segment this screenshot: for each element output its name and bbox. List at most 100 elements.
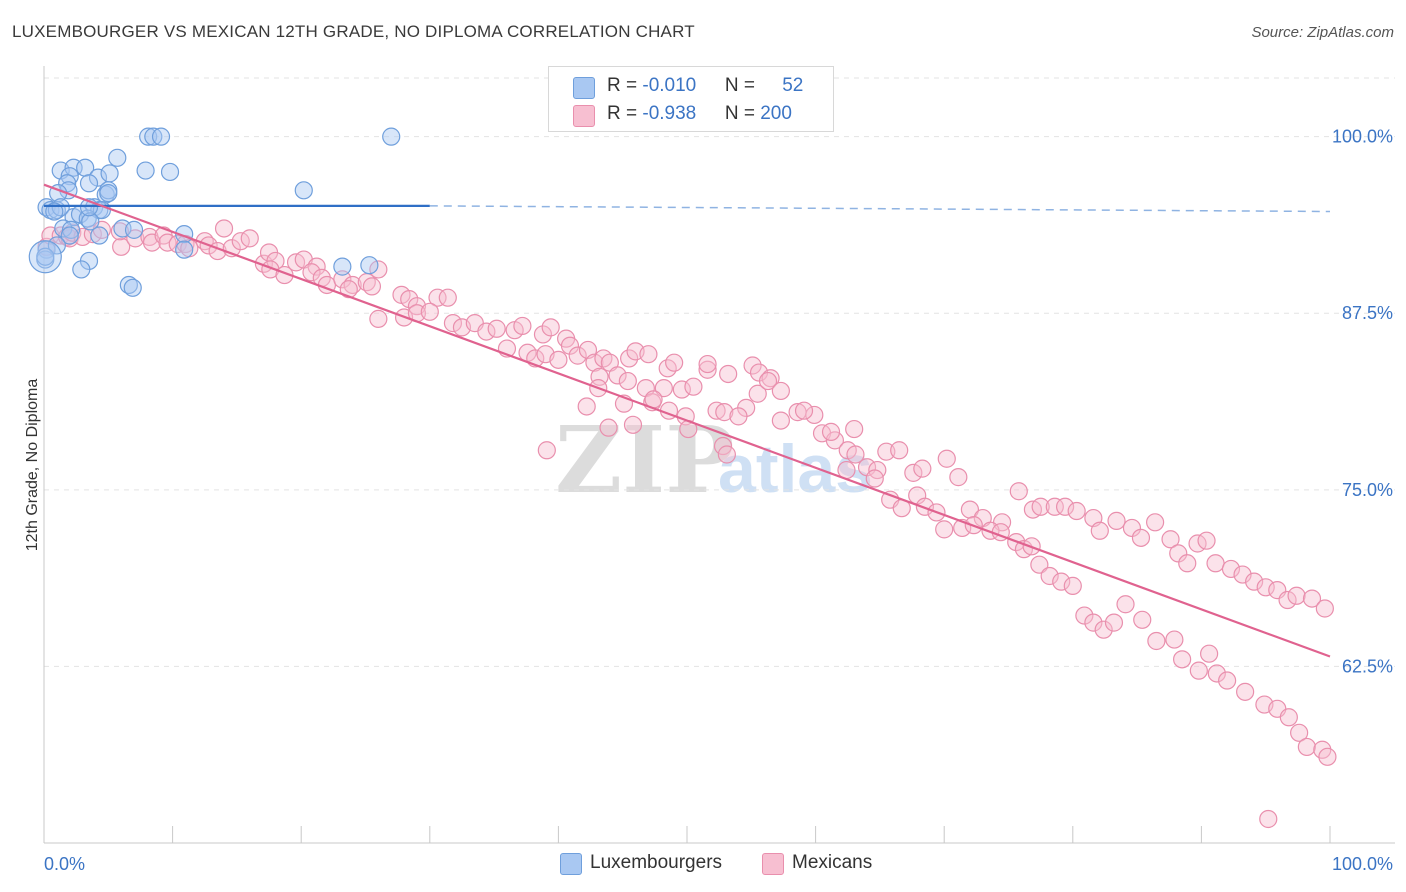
data-point-mexicans [142, 233, 162, 252]
data-point-mexicans [1104, 613, 1124, 632]
data-point-mexicans [428, 288, 447, 307]
data-point-mexicans [1233, 565, 1252, 584]
data-point-mexicans [805, 405, 824, 425]
data-point-mexicans [1094, 620, 1113, 639]
data-point-mexicans [339, 280, 358, 299]
data-point-mexicans [1031, 497, 1050, 516]
data-point-mexicans [577, 397, 596, 416]
data-point-mexicans [904, 463, 923, 482]
x-tick-label: 100.0% [1332, 854, 1393, 874]
legend-r-value: -0.938 [642, 103, 697, 124]
data-point-mexicans [1009, 482, 1028, 501]
data-point-mexicans [845, 419, 864, 439]
y-axis-label: 12th Grade, No Diploma [24, 378, 41, 552]
data-point-mexicans [684, 377, 703, 396]
data-point-mexicans [1131, 528, 1151, 547]
data-point-mexicans [1055, 497, 1075, 516]
data-point-mexicans [112, 237, 131, 256]
trend-line-luxembourgers-dashed [429, 205, 1331, 213]
data-point-mexicans [110, 222, 129, 241]
data-point-mexicans [707, 401, 726, 420]
data-point-mexicans [1256, 578, 1275, 597]
data-point-luxembourgers [294, 181, 313, 200]
data-point-mexicans [937, 449, 956, 468]
data-point-luxembourgers [58, 174, 77, 193]
data-point-mexicans [1067, 501, 1086, 521]
data-point-mexicans [487, 319, 506, 338]
data-point-mexicans [1063, 576, 1082, 595]
data-point-mexicans [585, 353, 604, 372]
watermark-atlas: atlas [718, 431, 873, 507]
data-point-luxembourgers [61, 220, 81, 239]
data-point-mexicans [560, 336, 580, 355]
data-point-mexicans [1236, 682, 1255, 701]
data-point-mexicans [513, 316, 532, 336]
data-point-mexicans [698, 360, 717, 379]
data-point-mexicans [846, 445, 865, 464]
data-point-mexicans [608, 366, 627, 385]
data-point-luxembourgers [144, 127, 163, 146]
y-axis-label-container: 12th Grade, No Diploma [18, 350, 48, 580]
data-point-mexicans [1161, 530, 1180, 549]
data-point-mexicans [477, 322, 496, 341]
data-point-luxembourgers [108, 148, 127, 167]
data-point-mexicans [302, 263, 321, 282]
data-point-mexicans [1259, 809, 1278, 829]
data-point-mexicans [533, 325, 553, 344]
data-point-mexicans [1315, 599, 1334, 618]
data-point-mexicans [821, 422, 841, 441]
data-point-mexicans [443, 314, 463, 333]
data-point-mexicans [771, 381, 790, 401]
data-point-mexicans [1200, 644, 1219, 663]
data-point-mexicans [400, 290, 419, 309]
data-point-mexicans [719, 364, 738, 384]
data-point-mexicans [1169, 544, 1188, 563]
data-point-mexicans [214, 219, 234, 238]
data-point-luxembourgers [99, 184, 118, 203]
data-point-mexicans [758, 371, 778, 391]
data-point-luxembourgers [124, 220, 144, 239]
data-point-mexicans [890, 441, 909, 460]
data-point-mexicans [1122, 518, 1142, 538]
legend-n-label: N = [724, 103, 761, 124]
data-point-mexicans [654, 379, 673, 398]
y-tick-label: 100.0% [1332, 127, 1393, 147]
data-point-mexicans [1206, 554, 1225, 573]
legend-swatch-pink [573, 105, 595, 127]
data-point-mexicans [1052, 572, 1071, 591]
data-point-luxembourgers [81, 212, 100, 231]
data-point-mexicans [1030, 555, 1049, 574]
data-point-mexicans [1090, 521, 1109, 540]
data-point-mexicans [240, 229, 259, 248]
bottom-legend-swatch-blue [560, 853, 582, 875]
data-point-luxembourgers [333, 257, 352, 276]
data-point-luxembourgers [113, 219, 132, 238]
data-point-mexicans [1279, 708, 1298, 727]
data-point-mexicans [865, 469, 884, 488]
data-point-mexicans [620, 349, 639, 368]
legend-n-value: 52 [782, 75, 804, 96]
data-point-luxembourgers [151, 127, 171, 146]
data-point-luxembourgers [60, 226, 79, 245]
data-point-mexicans [1207, 664, 1226, 683]
data-point-mexicans [935, 520, 954, 539]
data-point-mexicans [1318, 747, 1337, 766]
data-point-mexicans [748, 384, 767, 403]
data-point-mexicans [1116, 595, 1135, 614]
data-point-mexicans [639, 345, 658, 364]
data-point-luxembourgers [100, 164, 119, 183]
data-point-mexicans [743, 356, 762, 375]
data-point-mexicans [307, 257, 326, 276]
data-point-mexicans [541, 318, 560, 337]
data-point-mexicans [771, 411, 790, 430]
y-tick-label: 75.0% [1342, 480, 1393, 500]
data-point-mexicans [369, 309, 388, 328]
data-point-mexicans [1189, 661, 1208, 680]
data-point-mexicans [1040, 566, 1059, 586]
source-label: Source: ZipAtlas.com [1251, 24, 1394, 41]
data-point-luxembourgers [54, 219, 73, 238]
bottom-legend-label: Mexicans [792, 852, 873, 873]
legend-r-label: R = [607, 103, 643, 124]
data-point-mexicans [1178, 554, 1197, 573]
chart-title: LUXEMBOURGER VS MEXICAN 12TH GRADE, NO D… [12, 22, 695, 41]
